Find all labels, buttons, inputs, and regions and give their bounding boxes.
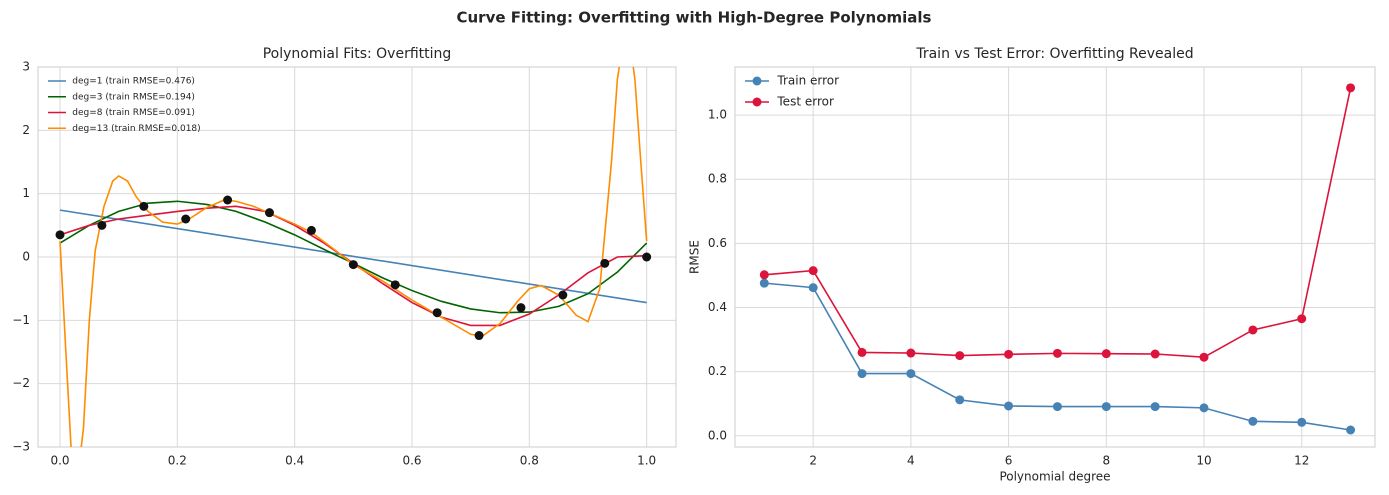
x-tick-label: 0.2 [168,454,187,468]
x-tick-label: 4 [907,454,915,468]
x-tick-label: 10 [1196,454,1211,468]
y-tick-label: 0.2 [708,364,727,378]
x-tick-label: 1.0 [637,454,656,468]
marker [1346,425,1356,435]
legend-marker [752,97,762,107]
marker [1150,349,1160,359]
y-tick-label: 2 [22,123,30,137]
marker [759,270,769,280]
legend-label: deg=8 (train RMSE=0.091) [72,108,195,118]
marker [1004,401,1014,411]
series-line [59,209,647,304]
marker [955,351,965,361]
y-tick-label: 1 [22,186,30,200]
legend-label: deg=13 (train RMSE=0.018) [72,124,200,134]
marker [955,395,965,405]
y-tick-label: 0.6 [708,236,727,250]
data-point [474,331,484,341]
marker [1248,325,1258,335]
axes-title: Polynomial Fits: Overfitting [263,46,452,62]
marker [808,283,818,293]
axes-frame [734,66,1376,448]
x-tick-label: 6 [1005,454,1013,468]
y-tick-label: 3 [22,60,30,74]
data-point [642,252,652,262]
plot-area [759,83,1356,435]
data-point [390,280,400,290]
data-point [97,220,107,230]
figure-title: Curve Fitting: Overfitting with High-Deg… [456,9,931,27]
y-tick-label: −3 [12,440,30,454]
legend-marker [752,76,762,86]
data-point [306,225,316,235]
axes-frame [37,66,677,448]
y-tick-label: 1.0 [708,108,727,122]
legend-label: deg=3 (train RMSE=0.194) [72,92,195,102]
marker [1150,402,1160,412]
y-tick-label: 0.0 [708,428,727,442]
x-tick-label: 2 [809,454,817,468]
marker [1248,416,1258,426]
axes-title: Train vs Test Error: Overfitting Reveale… [915,46,1193,62]
y-tick-label: 0.4 [708,300,727,314]
x-axis-label: Polynomial degree [999,470,1110,484]
marker [1101,402,1111,412]
marker [1004,349,1014,359]
data-point [55,230,65,240]
axes: Train vs Test Error: Overfitting Reveale… [688,46,1376,484]
marker [1346,83,1356,93]
x-tick-label: 0.4 [285,454,304,468]
data-point [600,258,610,268]
data-point [264,208,274,218]
x-tick-label: 8 [1102,454,1110,468]
x-tick-label: 0.0 [50,454,69,468]
y-tick-label: 0 [22,250,30,264]
data-point [558,290,568,300]
marker [906,369,916,379]
data-point [139,201,149,211]
marker [857,347,867,357]
legend-label: Train error [776,74,839,88]
x-tick-label: 12 [1294,454,1309,468]
legend-label: deg=1 (train RMSE=0.476) [72,77,195,87]
data-point [181,214,191,224]
y-tick-label: 0.8 [708,172,727,186]
data-point [432,308,442,318]
marker [759,278,769,288]
y-tick-label: −1 [12,313,30,327]
legend-label: Test error [776,95,834,109]
marker [1052,348,1062,358]
marker [857,369,867,379]
axes: Polynomial Fits: Overfitting 0.0 0.2 0.4 0.6… [12,46,677,468]
x-tick-label: 0.8 [520,454,539,468]
series-line [764,87,1352,359]
data-point [516,303,526,313]
marker [906,348,916,358]
marker [1199,352,1209,362]
data-point [348,260,358,270]
x-tick-label: 0.6 [402,454,421,468]
y-tick-label: −2 [12,376,30,390]
plot-area [55,67,652,447]
marker [808,266,818,276]
marker [1052,402,1062,412]
marker [1199,403,1209,413]
marker [1101,349,1111,359]
marker [1297,314,1307,324]
marker [1297,417,1307,427]
y-axis-label: RMSE [688,240,702,274]
data-point [223,195,233,205]
